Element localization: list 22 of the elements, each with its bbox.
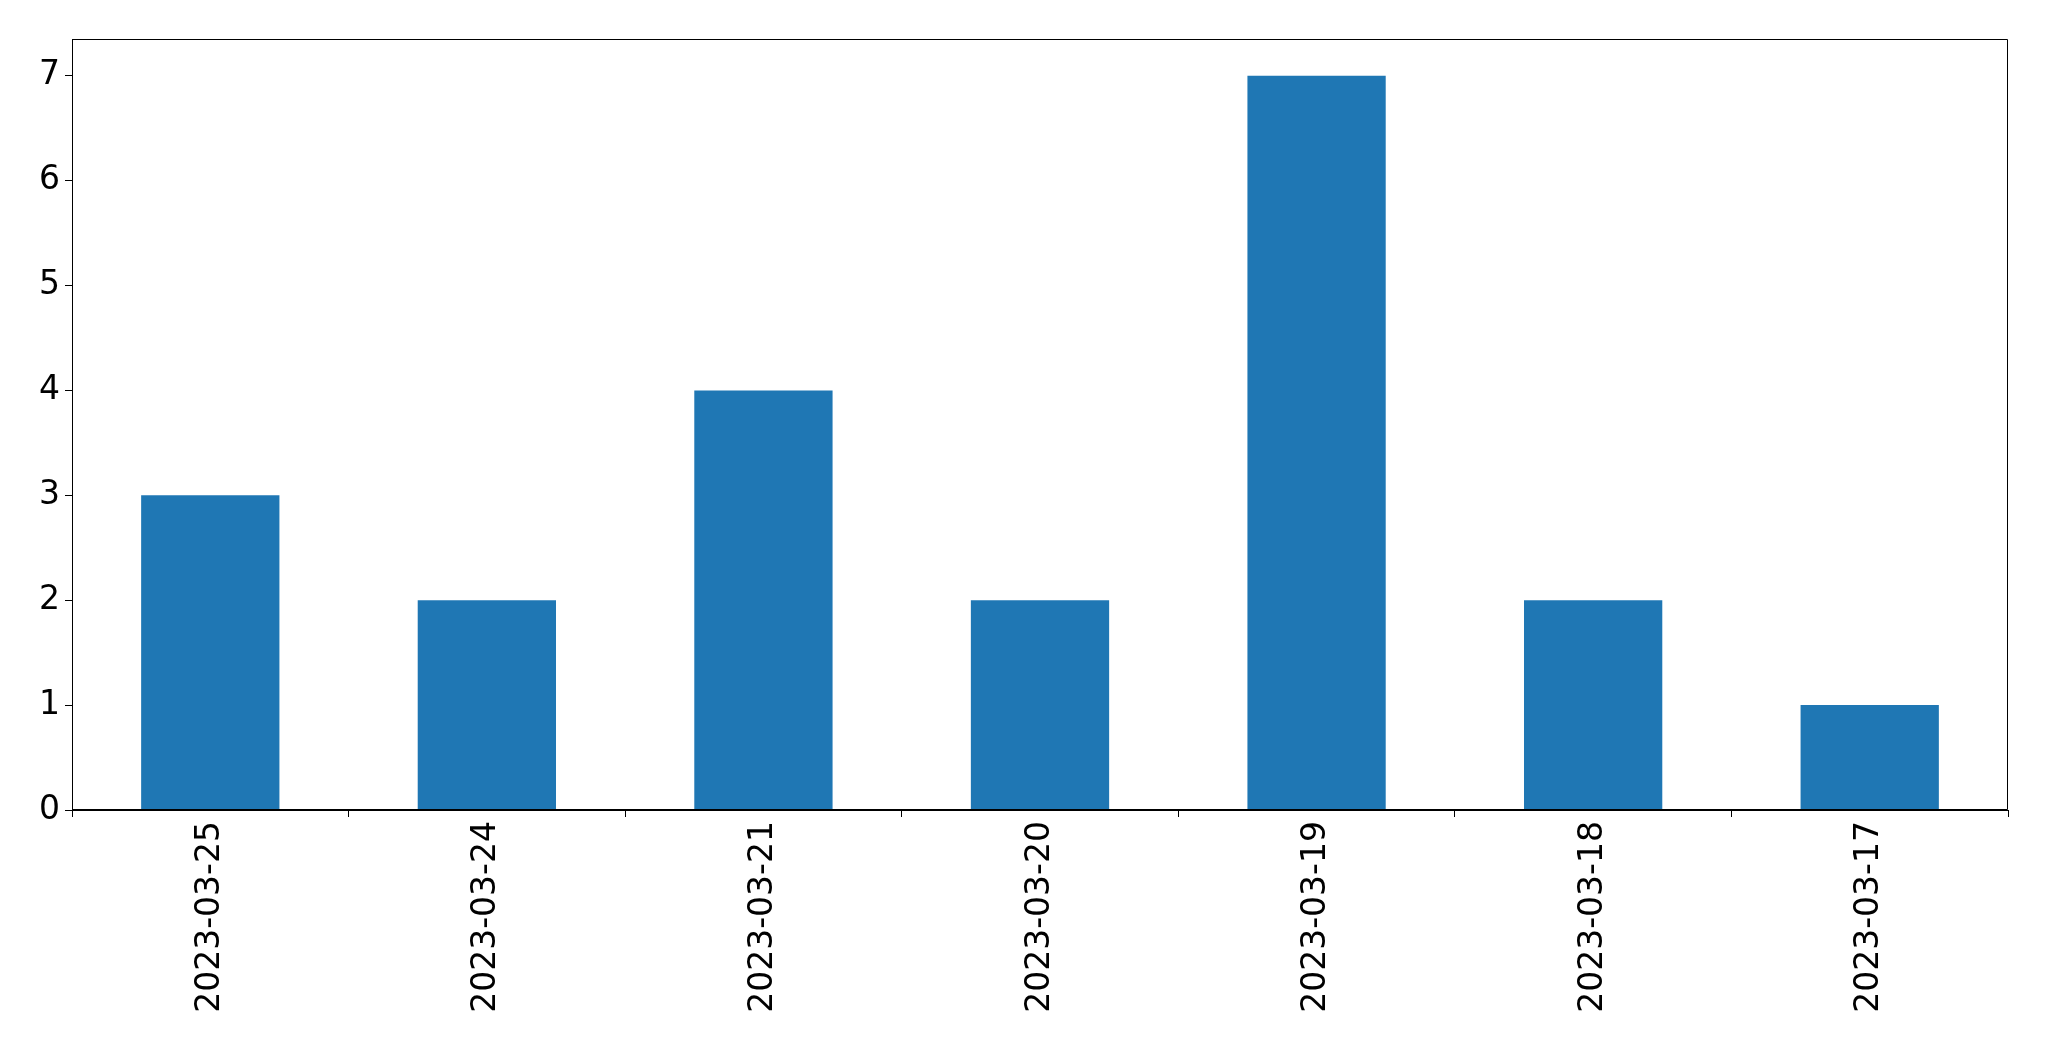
x-tick-label: 2023-03-24 <box>464 821 504 1013</box>
x-tick-label: 2023-03-18 <box>1570 821 1610 1013</box>
x-tick-label: 2023-03-20 <box>1017 821 1057 1013</box>
bar <box>1800 705 1939 810</box>
bar <box>1247 75 1386 810</box>
y-tick-label: 1 <box>39 682 60 722</box>
bar <box>417 600 556 810</box>
y-tick-label: 0 <box>39 787 60 827</box>
y-tick-label: 4 <box>39 367 60 407</box>
bar <box>970 600 1110 810</box>
x-tick-label: 2023-03-25 <box>187 821 227 1013</box>
y-tick-label: 7 <box>39 53 60 93</box>
bar <box>1524 600 1663 810</box>
bar <box>694 390 833 810</box>
x-tick-label: 2023-03-19 <box>1294 821 1334 1013</box>
bar <box>141 495 280 810</box>
y-tick-label: 2 <box>39 577 60 617</box>
y-tick-label: 3 <box>39 472 60 512</box>
y-tick-label: 6 <box>39 158 60 198</box>
x-tick-label: 2023-03-17 <box>1847 821 1887 1013</box>
y-tick-label: 5 <box>39 263 60 303</box>
x-tick-label: 2023-03-21 <box>741 821 781 1013</box>
